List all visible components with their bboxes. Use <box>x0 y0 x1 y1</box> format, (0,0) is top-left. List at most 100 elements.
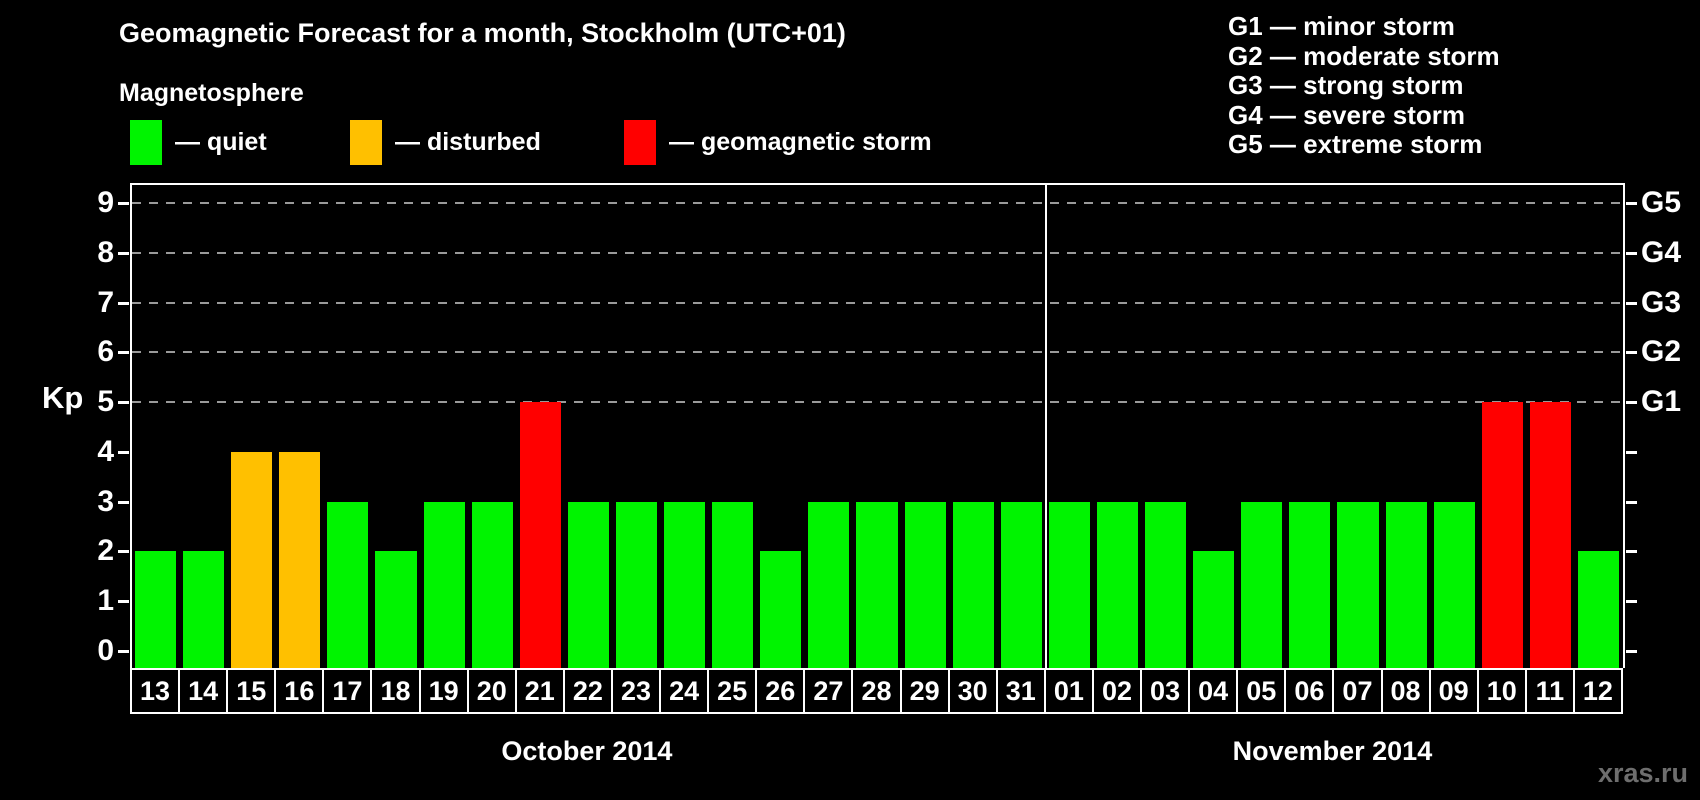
kp-bar-10 <box>1481 402 1523 668</box>
kp-bar-22 <box>567 501 609 668</box>
subtitle-magnetosphere: Magnetosphere <box>119 79 304 107</box>
storm-swatch-icon <box>624 120 656 165</box>
y-axis-label-9: 9 <box>97 185 114 219</box>
gridline-kp-9 <box>132 201 1623 204</box>
kp-bar-02 <box>1096 501 1139 668</box>
g-axis-label-g5: G5 <box>1641 185 1682 219</box>
kp-bar-24 <box>664 501 706 668</box>
day-label-box-17: 17 <box>322 668 373 714</box>
plot-area <box>130 183 1625 668</box>
month-label-october: October 2014 <box>501 736 673 766</box>
kp-bar-30 <box>952 501 994 668</box>
kp-bar-01 <box>1048 501 1090 668</box>
kp-bar-25 <box>712 501 754 668</box>
kp-bar-05 <box>1241 501 1283 668</box>
y-axis-title-kp: Kp <box>42 380 84 415</box>
right-axis-tick <box>1626 401 1637 405</box>
right-axis-tick <box>1626 301 1637 305</box>
day-label-box-06: 06 <box>1284 668 1335 714</box>
g2-legend-line: G2 — moderate storm <box>1228 40 1500 71</box>
kp-bar-08 <box>1385 501 1427 668</box>
day-label-box-12: 12 <box>1572 668 1623 714</box>
y-axis-label-7: 7 <box>97 285 114 319</box>
y-axis-label-0: 0 <box>97 634 114 667</box>
y-axis-label-2: 2 <box>97 534 114 568</box>
day-label-box-03: 03 <box>1140 668 1191 714</box>
legend-item-storm: — geomagnetic storm <box>624 119 932 166</box>
g4-legend-line: G4 — severe storm <box>1228 99 1466 130</box>
gridline-kp-5 <box>132 401 1623 404</box>
right-axis-tick <box>1626 550 1637 554</box>
y-axis-label-8: 8 <box>97 235 114 269</box>
kp-bar-26 <box>760 551 802 668</box>
kp-bar-09 <box>1433 501 1475 668</box>
right-axis-tick <box>1626 650 1637 653</box>
day-label-box-27: 27 <box>803 668 854 714</box>
day-label-box-31: 31 <box>995 668 1046 714</box>
y-axis-tick <box>118 500 129 504</box>
kp-bar-06 <box>1289 501 1331 668</box>
g-axis-label-g4: G4 <box>1641 235 1682 269</box>
day-label-box-18: 18 <box>370 668 421 714</box>
kp-bar-12 <box>1577 551 1619 668</box>
legend-label-quiet: — quiet <box>175 128 267 156</box>
day-label-box-25: 25 <box>707 668 758 714</box>
right-axis-tick <box>1626 500 1637 504</box>
g5-legend-line: G5 — extreme storm <box>1228 129 1483 159</box>
day-label-box-29: 29 <box>899 668 950 714</box>
watermark-xras: xras.ru <box>1597 758 1688 788</box>
gridline-kp-6 <box>132 351 1623 354</box>
legend-label-storm: — geomagnetic storm <box>669 128 932 156</box>
kp-bar-29 <box>904 501 946 668</box>
kp-bar-18 <box>375 551 417 668</box>
y-axis-tick <box>118 401 129 405</box>
day-label-box-05: 05 <box>1236 668 1287 714</box>
right-axis-tick <box>1626 201 1637 205</box>
kp-bar-03 <box>1145 501 1187 668</box>
y-axis-label-4: 4 <box>97 434 114 468</box>
day-label-box-13: 13 <box>130 668 181 714</box>
g-axis-label-g3: G3 <box>1641 285 1682 319</box>
day-label-box-23: 23 <box>610 668 662 714</box>
g-axis-label-g1: G1 <box>1641 385 1682 419</box>
y-axis-tick <box>118 550 129 554</box>
kp-bar-07 <box>1337 501 1379 668</box>
kp-bar-31 <box>1000 501 1042 668</box>
kp-bar-15 <box>231 451 273 668</box>
day-label-box-24: 24 <box>659 668 710 714</box>
day-label-box-04: 04 <box>1188 668 1239 714</box>
day-label-box-01: 01 <box>1043 668 1094 714</box>
gridline-kp-8 <box>132 251 1623 254</box>
quiet-swatch-icon <box>130 120 162 165</box>
y-axis-tick <box>118 600 129 604</box>
g-scale-legend: G1 — minor storm G2 — moderate storm G3 … <box>1228 11 1500 160</box>
day-label-box-22: 22 <box>562 668 613 714</box>
right-axis-tick <box>1626 351 1637 355</box>
kp-bar-28 <box>856 501 898 668</box>
day-label-box-20: 20 <box>466 668 517 714</box>
y-axis-label-3: 3 <box>97 484 114 518</box>
day-axis-strip: 13 14 15 16 17 18 19 20 21 22 23 24 25 26 27 28 29 30 31 01… <box>130 668 1629 714</box>
day-label-box-10: 10 <box>1476 668 1527 714</box>
page-title: Geomagnetic Forecast for a month, Stockh… <box>119 18 846 48</box>
y-axis-tick <box>118 450 129 454</box>
gridline-kp-7 <box>132 301 1623 304</box>
kp-bar-14 <box>183 551 225 668</box>
g3-legend-line: G3 — strong storm <box>1228 70 1464 100</box>
day-label-box-11: 11 <box>1524 668 1575 714</box>
legend-label-disturbed: — disturbed <box>395 128 541 156</box>
g-axis-label-g2: G2 <box>1641 335 1682 369</box>
month-separator <box>1044 185 1047 668</box>
y-axis-tick <box>118 301 129 305</box>
day-label-box-14: 14 <box>178 668 229 714</box>
right-axis-tick <box>1626 450 1637 454</box>
right-axis-tick <box>1626 251 1637 255</box>
kp-bar-27 <box>808 501 850 668</box>
kp-bar-04 <box>1193 551 1235 668</box>
day-label-box-19: 19 <box>418 668 469 714</box>
y-axis-tick <box>118 201 129 205</box>
day-label-box-16: 16 <box>274 668 325 714</box>
kp-bar-19 <box>423 501 465 668</box>
kp-bar-20 <box>471 501 513 668</box>
